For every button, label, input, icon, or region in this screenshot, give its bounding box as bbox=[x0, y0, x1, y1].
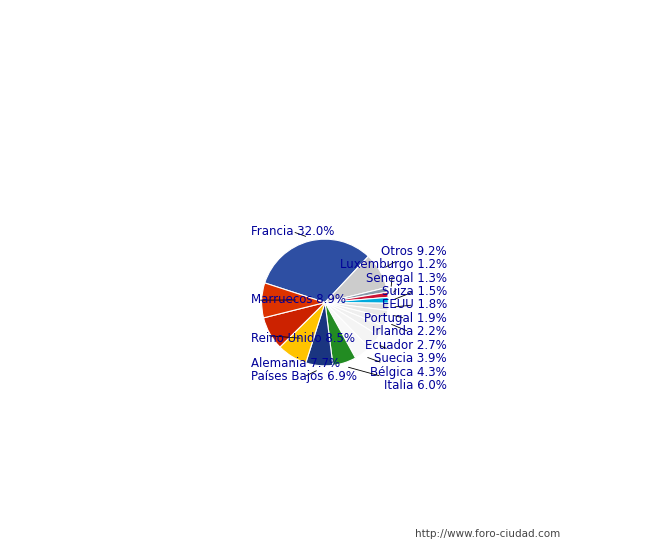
Text: Luxemburgo 1.2%: Luxemburgo 1.2% bbox=[340, 258, 447, 287]
Text: Francia 32.0%: Francia 32.0% bbox=[251, 225, 334, 238]
Text: Alemania 7.7%: Alemania 7.7% bbox=[251, 357, 340, 370]
Wedge shape bbox=[263, 302, 325, 347]
Wedge shape bbox=[262, 283, 325, 318]
Text: Ecuador 2.7%: Ecuador 2.7% bbox=[365, 334, 447, 352]
Text: Reino Unido 8.5%: Reino Unido 8.5% bbox=[251, 332, 355, 345]
Text: Marruecos 8.9%: Marruecos 8.9% bbox=[251, 294, 346, 306]
Text: Italia 6.0%: Italia 6.0% bbox=[348, 367, 447, 392]
Text: Senegal 1.3%: Senegal 1.3% bbox=[366, 272, 447, 292]
Text: Bélgica 4.3%: Bélgica 4.3% bbox=[368, 358, 447, 379]
Text: http://www.foro-ciudad.com: http://www.foro-ciudad.com bbox=[415, 529, 560, 539]
Wedge shape bbox=[325, 302, 356, 365]
Wedge shape bbox=[325, 302, 384, 336]
Wedge shape bbox=[265, 239, 369, 302]
Wedge shape bbox=[280, 302, 325, 363]
Text: Países Bajos 6.9%: Países Bajos 6.9% bbox=[251, 371, 357, 383]
Wedge shape bbox=[325, 256, 387, 302]
Wedge shape bbox=[325, 302, 379, 348]
Text: EEUU 1.8%: EEUU 1.8% bbox=[382, 299, 447, 311]
Text: Suecia 3.9%: Suecia 3.9% bbox=[374, 346, 447, 365]
Wedge shape bbox=[325, 292, 388, 302]
Wedge shape bbox=[325, 288, 387, 303]
Wedge shape bbox=[325, 302, 388, 318]
Text: Totana - Turistas extranjeros según país - Agosto de 2024: Totana - Turistas extranjeros según país… bbox=[94, 19, 556, 36]
Text: Otros 9.2%: Otros 9.2% bbox=[381, 245, 447, 267]
Wedge shape bbox=[325, 302, 369, 358]
Wedge shape bbox=[306, 302, 333, 366]
Wedge shape bbox=[325, 302, 387, 326]
Text: Suiza 1.5%: Suiza 1.5% bbox=[382, 285, 447, 299]
Text: Portugal 1.9%: Portugal 1.9% bbox=[364, 312, 447, 325]
Wedge shape bbox=[325, 302, 388, 310]
Text: Irlanda 2.2%: Irlanda 2.2% bbox=[372, 324, 447, 338]
Wedge shape bbox=[325, 298, 388, 303]
